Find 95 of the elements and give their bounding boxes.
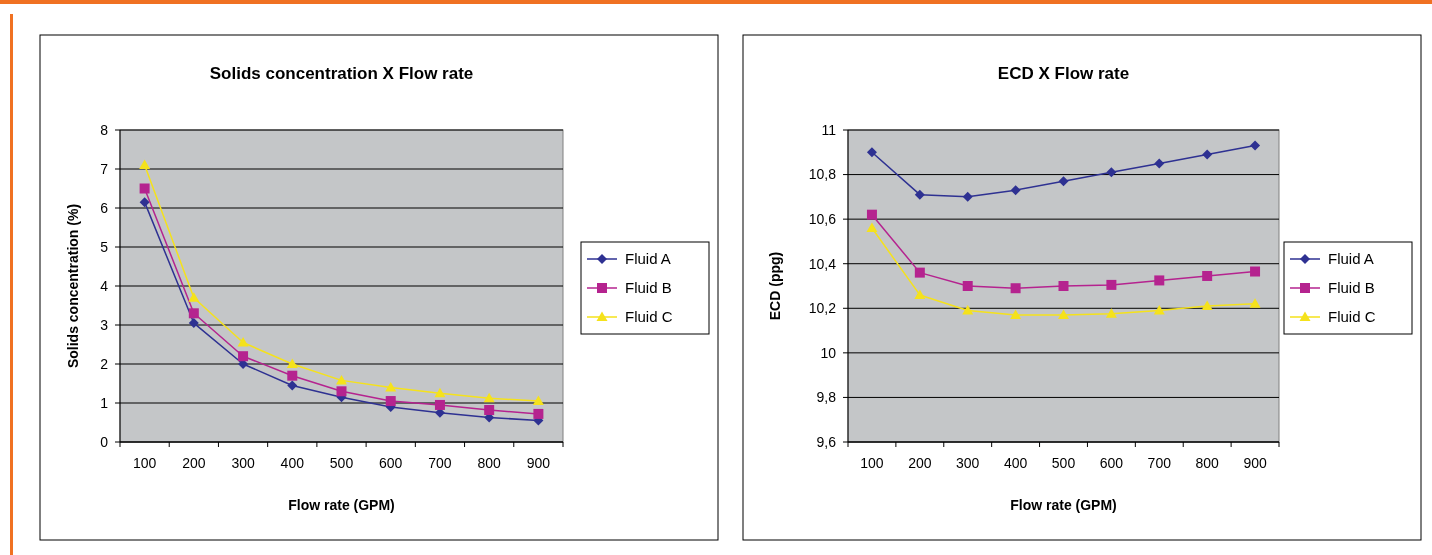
point: [484, 405, 495, 416]
point: [1058, 309, 1069, 319]
point: [866, 222, 878, 233]
y-tick-label: 8: [100, 121, 109, 138]
y-tick-label: 6: [100, 199, 109, 216]
chart-title: Solids concentration X Flow rate: [209, 64, 474, 83]
point: [287, 370, 298, 381]
y-tick-label: 10,2: [808, 300, 837, 317]
y-tick-label: 10,8: [808, 166, 837, 183]
point: [914, 267, 925, 278]
point: [1154, 275, 1165, 286]
point: [962, 191, 973, 202]
y-tick-label: 10,4: [808, 255, 837, 272]
y-tick-label: 2: [100, 355, 109, 372]
point: [336, 374, 347, 385]
legend-label: Fluid B: [1328, 279, 1375, 297]
x-tick-label: 800: [477, 455, 502, 471]
point: [1202, 149, 1213, 160]
x-tick-label: 600: [379, 455, 403, 471]
x-tick-label: 900: [1243, 455, 1267, 471]
legend-label: Fluid C: [625, 308, 673, 326]
point: [287, 380, 298, 391]
point: [1249, 298, 1261, 308]
point: [1010, 283, 1021, 294]
legend-label: Fluid A: [625, 250, 671, 268]
point: [1250, 266, 1261, 277]
point: [385, 396, 396, 407]
y-tick-label: 9,8: [816, 389, 837, 406]
point: [1010, 309, 1022, 319]
point: [1105, 308, 1117, 318]
point: [962, 305, 974, 315]
point: [336, 386, 347, 397]
point: [1201, 300, 1213, 311]
x-tick-label: 300: [956, 455, 980, 471]
point: [1010, 185, 1021, 196]
x-tick-label: 400: [1003, 455, 1028, 471]
point: [188, 308, 199, 319]
y-tick-label: 9,6: [816, 433, 837, 450]
x-tick-label: 600: [1099, 455, 1124, 471]
x-tick-label: 900: [526, 455, 551, 471]
x-tick-label: 700: [1147, 455, 1172, 471]
point: [188, 318, 199, 329]
point: [385, 381, 397, 392]
point: [434, 387, 446, 398]
point: [483, 392, 495, 403]
x-tick-label: 200: [908, 455, 932, 471]
point: [962, 281, 973, 291]
point: [1058, 176, 1069, 187]
legend-label: Fluid A: [1328, 250, 1374, 268]
x-tick-label: 500: [329, 455, 354, 471]
point: [238, 351, 249, 362]
y-tick-label: 10,6: [808, 211, 837, 228]
x-tick-label: 300: [231, 455, 255, 471]
point: [1106, 167, 1117, 178]
legend-label: Fluid C: [1328, 308, 1376, 326]
legend-label: Fluid B: [625, 279, 672, 297]
chart-title: ECD X Flow rate: [997, 64, 1130, 83]
x-tick-label: 400: [280, 455, 305, 471]
point: [1202, 270, 1213, 281]
point: [188, 292, 200, 302]
point: [866, 147, 877, 158]
point: [1250, 140, 1261, 151]
point: [1154, 158, 1165, 169]
y-tick-label: 0: [100, 433, 109, 450]
x-tick-label: 700: [428, 455, 452, 471]
x-axis-title: Flow rate (GPM): [1010, 497, 1117, 513]
y-tick-label: 10: [820, 344, 837, 361]
x-axis-title: Flow rate (GPM): [288, 497, 395, 513]
y-axis-title: Solids concentration (%): [65, 203, 81, 369]
point: [1153, 305, 1165, 315]
point: [139, 159, 151, 170]
point: [434, 399, 445, 410]
point: [139, 183, 150, 194]
point: [286, 358, 298, 368]
y-tick-label: 5: [100, 238, 109, 255]
point: [866, 209, 877, 220]
y-axis-title: ECD (ppg): [767, 251, 783, 321]
x-tick-label: 800: [1195, 455, 1220, 471]
point: [914, 189, 925, 200]
point: [237, 337, 249, 347]
point: [914, 289, 926, 299]
y-tick-label: 11: [821, 121, 837, 138]
x-tick-label: 500: [1051, 455, 1076, 471]
point: [139, 197, 150, 208]
y-tick-label: 3: [100, 316, 109, 333]
y-tick-label: 1: [100, 394, 109, 411]
point: [1106, 279, 1117, 290]
y-tick-label: 4: [100, 277, 109, 294]
x-tick-label: 100: [860, 455, 884, 471]
point: [532, 395, 544, 406]
point: [533, 408, 544, 419]
x-tick-label: 200: [182, 455, 206, 471]
y-tick-label: 7: [100, 160, 109, 177]
x-tick-label: 100: [132, 455, 157, 471]
point: [1058, 281, 1069, 291]
